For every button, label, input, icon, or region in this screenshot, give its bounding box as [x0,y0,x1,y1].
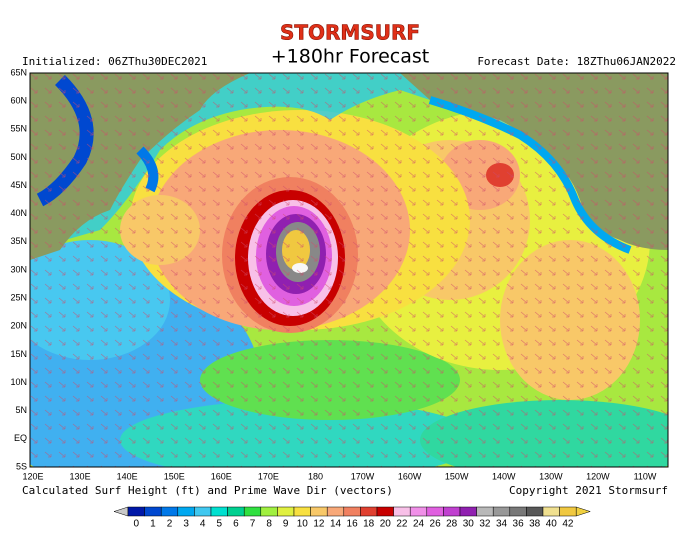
lon-label: 160E [211,471,232,481]
lon-label: 120W [586,471,610,481]
caption: Calculated Surf Height (ft) and Prime Wa… [22,484,393,497]
lat-label: 30N [10,264,27,274]
forecast-date: Forecast Date: 18ZThu06JAN2022 [477,55,676,68]
legend-label: 3 [183,519,189,530]
lat-label: 50N [10,152,27,162]
map-frame [29,72,669,468]
lon-label: 170E [258,471,279,481]
lat-label: 25N [10,293,27,303]
lon-label: 150W [445,471,469,481]
lat-label: 60N [10,96,27,106]
legend-label: 42 [562,519,574,530]
lat-label: 5N [15,405,27,415]
lat-axis: 65N 60N 55N 50N 45N 40N 35N 30N 25N 20N 15N 10N 5N EQ… [10,67,27,471]
legend-swatch [194,506,212,517]
legend-label: 9 [283,519,289,530]
copyright: Copyright 2021 Stormsurf [509,484,668,497]
legend-swatch [227,506,245,517]
lon-label: 170W [351,471,375,481]
legend-label: 18 [363,519,375,530]
legend-label: 20 [380,519,392,530]
color-legend: 0 1 2 3 4 5 6 7 8 9 10 12 14 16 18 20 22 24 26 28 30 32 34 36 38… [113,506,592,530]
legend-label: 40 [546,519,558,530]
lon-label: 150E [164,471,185,481]
legend-label: 1 [150,519,156,530]
lon-label: 180 [308,471,323,481]
lon-label: 160W [398,471,422,481]
lat-label: 20N [10,321,27,331]
legend-swatch [293,506,311,517]
legend-swatch [542,506,560,517]
lon-label: 130E [70,471,91,481]
legend-swatch [409,506,428,517]
legend-label: 36 [513,519,525,530]
legend-swatch [476,506,494,517]
legend-swatch [260,506,278,517]
legend-label: 28 [446,519,458,530]
legend-swatch [492,506,511,517]
lon-label: 130W [539,471,563,481]
legend-swatch [393,506,411,517]
legend-arrow-high [575,506,592,517]
legend-swatch [326,506,345,517]
forecast-title: +180hr Forecast [271,46,429,68]
legend-label: 34 [496,519,508,530]
lon-label: 140W [492,471,516,481]
legend-swatch [526,506,544,517]
legend-label: 0 [134,519,140,530]
lat-label: 10N [10,377,27,387]
legend-label: 7 [250,519,256,530]
legend-swatch [243,506,262,517]
legend-label: 26 [430,519,442,530]
legend-label: 16 [347,519,359,530]
lon-label: 110W [634,471,657,481]
legend-swatch [144,506,162,517]
lon-axis: 120E 130E 140E 150E 160E 170E 180 170W 160W 150W 1… [22,471,656,481]
legend-swatch [459,506,477,517]
lat-label: 40N [10,208,27,218]
legend-arrow-low [113,506,129,517]
legend-swatch [559,506,577,517]
legend-label: 32 [479,519,491,530]
legend-swatch [426,506,444,517]
legend-swatch [127,506,145,517]
legend-label: 12 [313,519,325,530]
map [30,73,668,467]
brand: STORMSURF [280,21,420,45]
legend-swatch [360,506,378,517]
lat-label: 35N [10,236,27,246]
legend-label: 30 [463,519,475,530]
legend-label: 2 [167,519,173,530]
legend-label: 4 [200,519,206,530]
legend-label: 14 [330,519,342,530]
lat-label: 15N [10,349,27,359]
legend-label: 6 [233,519,239,530]
legend-label: 8 [266,519,272,530]
legend-label: 5 [217,519,223,530]
lat-label: 55N [10,124,27,134]
lat-label: 45N [10,180,27,190]
legend-label: 38 [529,519,541,530]
lon-label: 120E [22,471,43,481]
legend-label: 22 [396,519,408,530]
legend-swatch [177,506,195,517]
legend-swatch [509,506,527,517]
initialized: Initialized: 06ZThu30DEC2021 [22,55,207,68]
legend-swatch [343,506,361,517]
legend-label: 24 [413,519,425,530]
lat-label: 65N [10,67,27,77]
lon-label: 140E [117,471,138,481]
legend-swatch [376,506,394,517]
legend-swatch [210,506,228,517]
lat-label: EQ [14,433,27,443]
legend-swatch [310,506,328,517]
legend-swatch [443,506,461,517]
legend-swatch [277,506,295,517]
lat-label: 5S [16,461,27,471]
legend-label: 10 [297,519,309,530]
legend-swatch [160,506,179,517]
